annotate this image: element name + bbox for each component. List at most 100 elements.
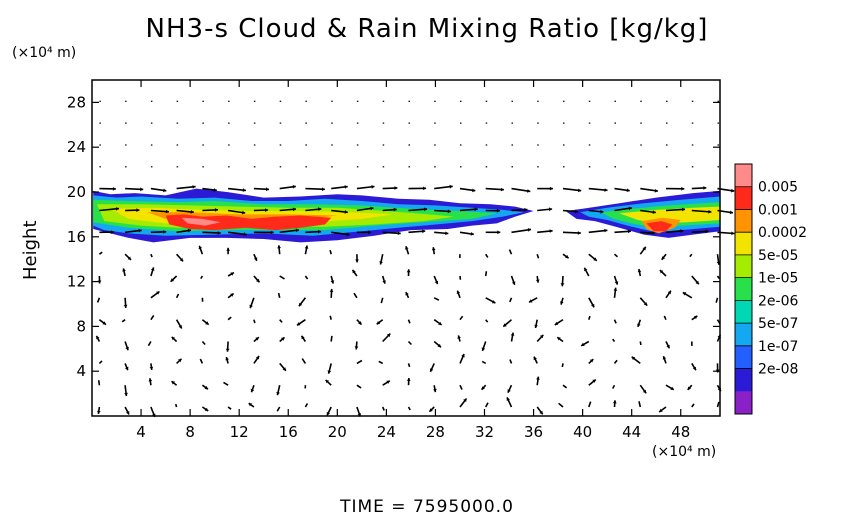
wind-vector-head — [321, 187, 325, 192]
wind-vector-head — [122, 268, 126, 272]
wind-vector-head — [163, 188, 167, 193]
wind-vector-head — [472, 188, 476, 193]
wind-vector-head — [437, 343, 441, 348]
legend-swatch — [735, 368, 752, 392]
wind-vector — [199, 358, 204, 364]
wind-vector-head — [204, 385, 208, 390]
wind-vector-head — [423, 186, 427, 191]
legend-label: 2e-08 — [758, 362, 798, 378]
wind-vectors — [95, 100, 735, 418]
wind-vector-head — [253, 257, 258, 261]
wind-vector — [304, 275, 309, 280]
wind-vector — [174, 403, 178, 408]
wind-vector-head — [243, 232, 247, 237]
wind-vector-head — [548, 207, 553, 212]
wind-vector-head — [497, 230, 501, 235]
wind-vector-head — [225, 348, 230, 352]
wind-vector-head — [731, 231, 735, 236]
wind-vector — [562, 231, 581, 234]
wind-vector-head — [554, 321, 559, 325]
wind-vector — [228, 231, 247, 236]
wind-vector-head — [429, 368, 434, 372]
wind-vector-head — [507, 389, 511, 393]
wind-vector-head — [500, 187, 504, 192]
wind-vector-head — [506, 397, 510, 401]
axes — [91, 79, 721, 417]
wind-vector-head — [329, 288, 334, 292]
wind-vector — [329, 249, 332, 255]
wind-vector — [407, 340, 412, 346]
wind-vector-head — [386, 380, 390, 384]
wind-vector-head — [297, 322, 301, 326]
wind-vector-head — [230, 293, 234, 297]
wind-vector-head — [449, 184, 453, 189]
wind-vector-head — [171, 381, 175, 385]
wind-vector-head — [150, 267, 155, 271]
legend-swatch — [735, 300, 752, 324]
plot-frame — [91, 79, 721, 417]
wind-vector — [612, 338, 616, 342]
legend-label: 1e-07 — [758, 339, 798, 355]
wind-vector — [378, 360, 384, 365]
x-tick-label: 28 — [426, 423, 445, 441]
wind-vector-head — [529, 299, 533, 303]
wind-vector — [304, 403, 309, 408]
wind-vector-head — [510, 332, 515, 336]
wind-vector-head — [463, 398, 467, 402]
wind-vector-head — [394, 186, 398, 190]
wind-vector-head — [429, 408, 433, 412]
y-tick-label: 16 — [67, 228, 86, 246]
wind-vector-head — [325, 379, 329, 384]
wind-vector-head — [111, 230, 115, 234]
wind-vector-head — [250, 388, 255, 393]
wind-vector — [202, 231, 221, 234]
wind-vector-head — [242, 210, 246, 215]
wind-vector-head — [584, 267, 588, 272]
chart-title: NH3-s Cloud & Rain Mixing Ratio [kg/kg] — [145, 14, 709, 44]
wind-vector-head — [406, 269, 411, 273]
wind-vector — [97, 380, 101, 386]
wind-vector — [558, 402, 564, 408]
x-axis-unit: (×10⁴ m) — [652, 444, 717, 460]
wind-vector-head — [447, 209, 451, 214]
wind-vector-head — [670, 386, 674, 390]
wind-vector-head — [205, 321, 209, 325]
wind-vector — [279, 275, 285, 280]
wind-vector-head — [549, 229, 553, 233]
wind-vector — [511, 228, 532, 234]
wind-vector-head — [695, 280, 699, 285]
wind-vector-head — [96, 335, 100, 340]
wind-vector-head — [215, 208, 218, 212]
wind-vector-head — [549, 186, 553, 191]
wind-vector-head — [536, 376, 540, 380]
wind-vector-head — [659, 270, 664, 274]
wind-vector-head — [171, 336, 176, 341]
wind-vector-head — [266, 187, 269, 192]
wind-vector-head — [589, 359, 594, 363]
wind-vector-head — [406, 378, 411, 381]
wind-vector — [356, 185, 375, 190]
wind-vector-head — [604, 188, 608, 192]
wind-vector-head — [593, 257, 597, 261]
wind-vector-head — [370, 206, 374, 211]
wind-vector — [484, 402, 489, 408]
wind-vector-head — [637, 269, 642, 273]
wind-vector-head — [301, 335, 305, 340]
wind-vector-head — [213, 188, 217, 192]
wind-vector — [408, 208, 428, 212]
wind-vector — [175, 293, 180, 299]
wind-vector-head — [729, 210, 733, 215]
wind-vector — [508, 249, 513, 255]
wind-vector-head — [126, 411, 130, 415]
wind-vector-head — [368, 230, 371, 235]
wind-vector-head — [379, 261, 383, 265]
wind-vector — [485, 187, 504, 191]
wind-vector-head — [242, 188, 246, 192]
wind-vector-head — [405, 246, 409, 250]
legend-swatch — [735, 277, 752, 301]
wind-vector — [381, 406, 385, 411]
wind-vector-head — [705, 229, 709, 234]
wind-vector-head — [600, 209, 604, 214]
wind-vector-head — [626, 188, 630, 193]
legend-label: 0.001 — [758, 202, 798, 218]
